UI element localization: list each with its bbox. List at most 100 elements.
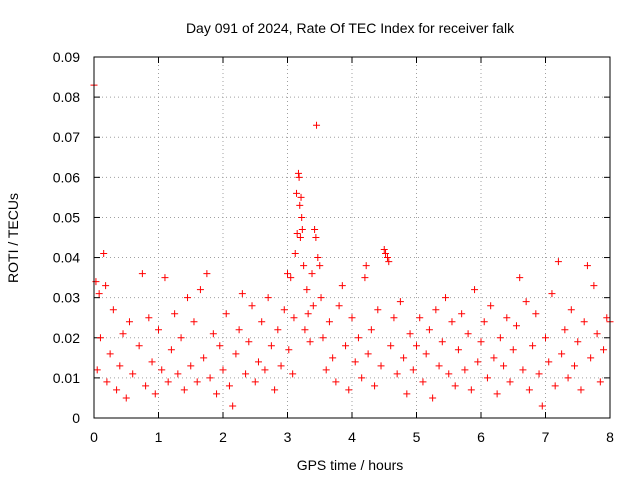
data-point xyxy=(432,306,440,314)
data-point xyxy=(506,378,514,386)
plot-frame xyxy=(93,56,611,419)
data-point xyxy=(464,330,472,338)
data-point xyxy=(193,378,201,386)
data-point xyxy=(422,350,430,358)
data-point xyxy=(564,374,572,382)
data-point xyxy=(377,362,385,370)
data-point xyxy=(503,314,511,322)
data-point xyxy=(113,386,121,394)
data-point xyxy=(558,350,566,358)
data-point xyxy=(167,346,175,354)
data-point xyxy=(477,338,485,346)
data-points xyxy=(90,81,614,410)
data-point xyxy=(413,342,420,350)
y-tick-label: 0.04 xyxy=(53,250,80,266)
data-point xyxy=(351,358,359,366)
data-point xyxy=(308,270,316,278)
data-point xyxy=(242,370,250,378)
data-point xyxy=(300,262,308,270)
data-point xyxy=(216,342,224,350)
data-point xyxy=(145,314,153,322)
data-point xyxy=(125,318,133,326)
data-point xyxy=(295,173,303,181)
data-point xyxy=(419,378,427,386)
y-tick-label: 0.06 xyxy=(53,169,80,185)
data-point xyxy=(187,362,195,370)
data-point xyxy=(367,326,375,334)
data-point xyxy=(313,121,321,129)
data-point xyxy=(519,366,527,374)
data-point xyxy=(535,370,543,378)
data-point xyxy=(177,334,185,342)
data-point xyxy=(303,286,311,294)
data-point xyxy=(458,310,466,318)
data-point xyxy=(138,270,146,278)
data-point xyxy=(285,346,293,354)
data-point xyxy=(322,366,330,374)
data-point xyxy=(290,314,298,322)
data-point xyxy=(232,350,240,358)
data-point xyxy=(561,326,569,334)
data-point xyxy=(229,402,237,410)
data-point xyxy=(296,234,304,241)
data-point xyxy=(311,225,319,233)
data-point xyxy=(390,314,398,322)
y-tick-label: 0.07 xyxy=(53,129,80,145)
data-point xyxy=(274,326,282,334)
data-point xyxy=(245,338,253,346)
data-point xyxy=(267,342,275,350)
data-point xyxy=(538,402,546,410)
data-point xyxy=(403,390,411,398)
data-point xyxy=(593,330,601,338)
data-point xyxy=(296,201,304,209)
data-point xyxy=(151,390,159,398)
data-point xyxy=(100,250,108,258)
y-tick-label: 0 xyxy=(72,410,80,426)
x-tick-label: 5 xyxy=(413,429,421,445)
data-point xyxy=(96,334,104,342)
data-point xyxy=(116,362,124,370)
data-point xyxy=(206,374,214,382)
y-tick-label: 0.01 xyxy=(53,370,80,386)
data-point xyxy=(293,229,301,237)
data-point xyxy=(135,342,143,350)
data-point xyxy=(480,318,488,326)
x-axis-label: GPS time / hours xyxy=(297,457,404,473)
x-tick-label: 8 xyxy=(606,429,614,445)
data-point xyxy=(238,290,246,298)
data-point xyxy=(248,302,256,310)
data-point xyxy=(361,274,369,282)
x-tick-label: 4 xyxy=(348,429,356,445)
data-point xyxy=(184,294,192,302)
data-point xyxy=(174,370,182,378)
data-point xyxy=(190,318,198,326)
data-point xyxy=(102,282,110,290)
data-point xyxy=(171,310,179,318)
data-point xyxy=(348,314,356,322)
chart-title: Day 091 of 2024, Rate Of TEC Index for r… xyxy=(186,20,515,36)
data-point xyxy=(291,250,299,258)
data-point xyxy=(155,326,162,334)
data-point xyxy=(254,358,262,366)
data-point xyxy=(548,290,556,298)
data-point xyxy=(317,294,325,302)
data-point xyxy=(603,314,611,322)
x-tick-label: 1 xyxy=(155,429,163,445)
data-point xyxy=(297,193,305,201)
data-point xyxy=(335,302,343,310)
data-point xyxy=(525,386,533,394)
data-point xyxy=(461,366,469,374)
y-axis-label: ROTI / TECUs xyxy=(5,193,21,283)
data-point xyxy=(225,382,233,390)
data-point xyxy=(93,366,101,374)
data-point xyxy=(222,310,230,318)
data-point xyxy=(106,350,114,358)
data-point xyxy=(103,378,111,386)
data-point xyxy=(319,334,327,342)
data-point xyxy=(316,262,324,270)
data-point xyxy=(409,366,417,374)
data-point xyxy=(448,318,456,326)
data-point xyxy=(483,374,491,382)
data-point xyxy=(200,354,208,362)
